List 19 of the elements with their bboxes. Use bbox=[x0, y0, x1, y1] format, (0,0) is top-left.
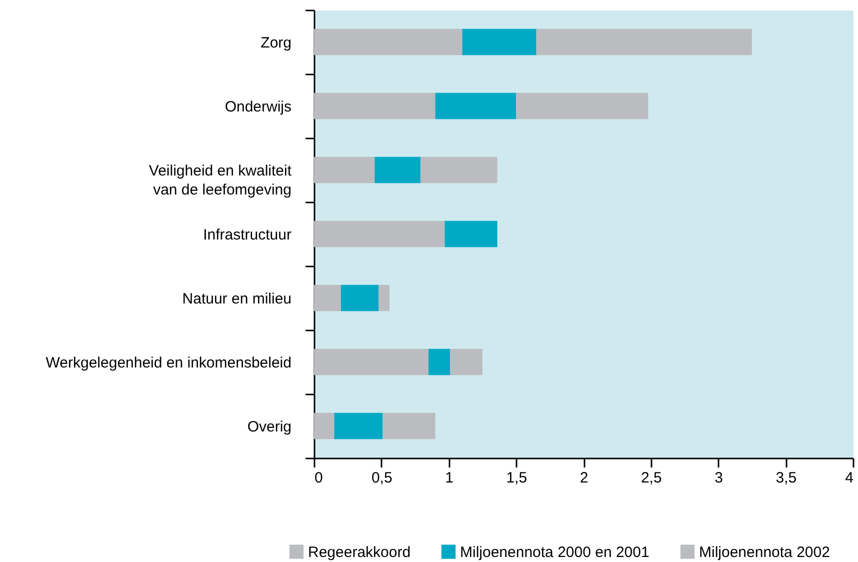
y-tick-label: Infrastructuur bbox=[203, 226, 292, 244]
y-tick-label: Veiligheid en kwaliteit van de leefomgeving bbox=[148, 162, 292, 198]
x-tick-label: 0,5 bbox=[371, 470, 392, 486]
y-tick-label: Werkgelegenheid en inkomensbeleid bbox=[46, 354, 292, 372]
y-tick-label: Natuur en milieu bbox=[182, 290, 292, 308]
legend-label: Regeerakkoord bbox=[308, 544, 411, 561]
x-tick-label: 2 bbox=[580, 470, 588, 486]
x-tick-label: 4 bbox=[845, 470, 854, 486]
x-tick-label: 3,5 bbox=[776, 470, 797, 486]
x-tick-label: 3 bbox=[714, 470, 723, 486]
x-tick-label: 2,5 bbox=[640, 470, 662, 486]
x-tick-label: 0 bbox=[314, 470, 323, 486]
x-tick-label: 1,5 bbox=[506, 470, 528, 486]
x-tick-label: 1 bbox=[445, 470, 454, 486]
legend-label: Miljoenennota 2000 en 2001 bbox=[460, 544, 650, 561]
y-tick-label: Zorg bbox=[260, 34, 292, 52]
y-tick-label: Overig bbox=[247, 418, 292, 436]
y-tick-label: Onderwijs bbox=[224, 98, 292, 116]
legend-label: Miljoenennota 2002 bbox=[699, 544, 830, 561]
